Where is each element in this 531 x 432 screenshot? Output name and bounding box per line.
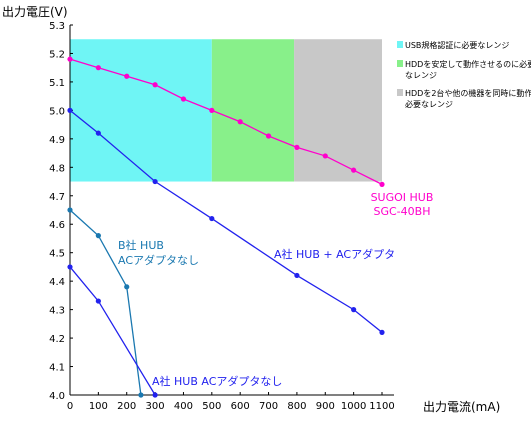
y-tick-label: 4.2 [49, 334, 65, 345]
series-annotations: SUGOI HUB SGC-40BH A社 HUB + ACアダプタ B社 HUB AC… [118, 191, 433, 388]
data-point [67, 56, 73, 62]
data-point [209, 215, 215, 222]
x-tick-label: 900 [316, 401, 335, 412]
x-tick-label: 200 [117, 401, 136, 412]
legend-label-2: HDDを安定して動作させるのに必要なレンジ [405, 59, 531, 80]
y-tick-label: 4.5 [49, 249, 65, 260]
annotation-4: A社 HUB ACアダプタなし [152, 374, 282, 388]
data-point [294, 144, 300, 150]
annotation-3: B社 HUB ACアダプタなし [118, 238, 199, 267]
data-point [351, 167, 357, 173]
x-tick-label: 600 [231, 401, 250, 412]
data-point [67, 264, 73, 270]
data-point [95, 130, 101, 136]
data-point [152, 82, 158, 88]
data-point [67, 107, 73, 113]
data-series [67, 56, 385, 398]
x-tick-labels: 0 100 200 300 400 500 600 700 800 900 1000 1100 [67, 392, 395, 412]
x-tick-label: 0 [67, 401, 73, 412]
data-point [95, 233, 101, 239]
y-tick-label: 5.3 [49, 21, 65, 32]
data-point [294, 272, 300, 279]
series-line-3 [69, 209, 142, 396]
y-tick-label: 4.3 [49, 306, 65, 317]
data-point [351, 307, 357, 313]
range-bands [70, 39, 382, 182]
annotation-1: SUGOI HUB SGC-40BH [371, 191, 434, 218]
data-point [67, 207, 73, 213]
data-point [322, 153, 328, 159]
range-band-1 [70, 39, 212, 182]
y-tick-label: 4.0 [49, 391, 65, 402]
y-tick-label: 4.7 [49, 192, 65, 203]
y-axis-label: 出力電圧(V) [2, 5, 68, 19]
legend-label-3: HDDを2台や他の機器を同時に動作させるのに必要なレンジ [405, 88, 531, 109]
data-point [237, 119, 243, 125]
y-tick-label: 4.1 [49, 363, 65, 374]
legend: USB規格認証に必要なレンジ HDDを安定して動作させるのに必要なレンジ HDDを2… [397, 40, 531, 109]
y-tick-label: 4.8 [49, 163, 65, 174]
data-point [95, 65, 101, 71]
legend-swatch-3 [397, 89, 403, 96]
y-tick-label: 5.0 [49, 106, 65, 117]
data-point [379, 329, 385, 335]
data-point [124, 73, 130, 79]
data-point [265, 133, 272, 139]
x-tick-label: 700 [259, 401, 278, 412]
annotation-2: A社 HUB + ACアダプタ [274, 247, 395, 261]
legend-label-1: USB規格認証に必要なレンジ [405, 40, 509, 50]
data-point [152, 392, 158, 398]
data-point [152, 178, 158, 185]
x-tick-label: 400 [174, 401, 193, 412]
series-line-4 [69, 266, 156, 396]
x-tick-label: 1000 [341, 401, 366, 412]
data-point [180, 96, 187, 102]
legend-swatch-2 [397, 60, 403, 67]
y-tick-label: 4.4 [49, 277, 65, 288]
x-axis-label: 出力電流(mA) [423, 400, 500, 414]
y-tick-label: 4.9 [49, 135, 65, 146]
y-tick-label: 4.6 [49, 220, 65, 231]
data-point [379, 181, 385, 187]
x-tick-label: 800 [287, 401, 306, 412]
data-point [95, 298, 101, 304]
x-tick-label: 1100 [369, 401, 394, 412]
data-point [138, 392, 144, 398]
y-tick-label: 5.2 [49, 49, 65, 60]
x-tick-label: 500 [202, 401, 221, 412]
x-tick-label: 300 [146, 401, 165, 412]
series-line-1 [69, 58, 383, 185]
data-point [124, 284, 130, 290]
y-tick-labels: 4.0 4.1 4.2 4.3 4.4 4.5 4.6 4.7 4.8 4.9 5.0 5.1 5.2 5… [49, 21, 73, 402]
x-tick-label: 100 [89, 401, 108, 412]
range-band-2 [211, 39, 295, 182]
legend-swatch-1 [397, 41, 403, 48]
y-tick-label: 5.1 [49, 78, 65, 89]
data-point [209, 107, 215, 113]
range-band-3 [294, 39, 382, 182]
